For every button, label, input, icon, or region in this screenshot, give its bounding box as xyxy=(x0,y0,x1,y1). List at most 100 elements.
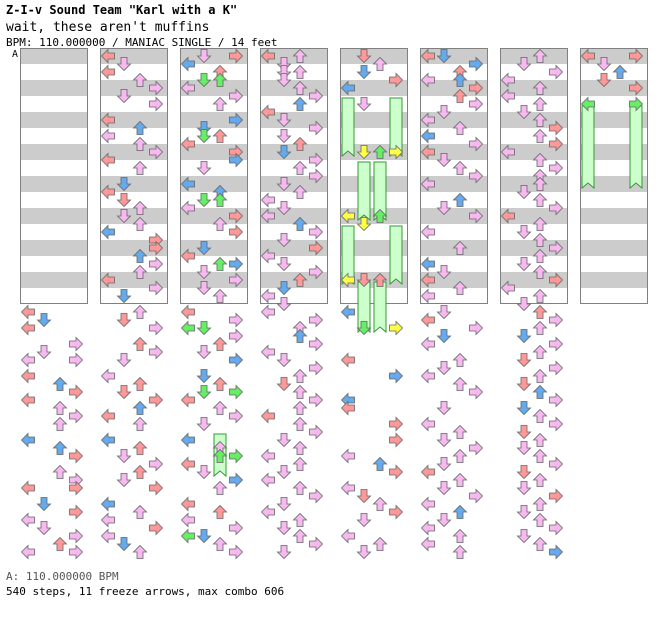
arrow-right-red-icon xyxy=(389,432,404,448)
arrow-up-blue-icon xyxy=(452,504,468,519)
arrow-up-pink-icon xyxy=(452,352,468,367)
arrow-right-pink-icon xyxy=(309,360,324,376)
arrow-down-pink-icon xyxy=(196,345,212,360)
arrow-left-pink-icon xyxy=(100,512,115,528)
arrow-left-pink-icon xyxy=(340,528,355,544)
arrow-left-red-icon xyxy=(180,304,195,320)
beat-stripe xyxy=(420,176,488,192)
arrow-up-red-icon xyxy=(212,376,228,391)
arrow-right-red-icon xyxy=(629,80,644,96)
arrow-left-red-icon xyxy=(420,464,435,480)
arrow-right-green-icon xyxy=(229,448,244,464)
arrow-left-pink-icon xyxy=(260,288,275,304)
arrow-right-pink-icon xyxy=(229,408,244,424)
arrow-right-red-icon xyxy=(549,272,564,288)
arrow-up-pink-icon xyxy=(532,80,548,95)
arrow-down-green-icon xyxy=(196,193,212,208)
arrow-up-pink-icon xyxy=(132,72,148,87)
beat-stripe xyxy=(100,112,168,128)
arrow-right-pink-icon xyxy=(309,336,324,352)
arrow-up-pink-icon xyxy=(132,216,148,231)
arrow-right-yellow-icon xyxy=(389,320,404,336)
arrow-up-blue-icon xyxy=(132,248,148,263)
arrow-right-pink-icon xyxy=(149,80,164,96)
arrow-down-red-icon xyxy=(276,377,292,392)
beat-stripe xyxy=(20,176,88,192)
arrow-down-red-icon xyxy=(516,377,532,392)
arrow-right-pink-icon xyxy=(469,384,484,400)
arrow-down-pink-icon xyxy=(596,57,612,72)
beat-stripe xyxy=(20,48,88,64)
freeze-arrow xyxy=(373,281,387,334)
arrow-down-blue-icon xyxy=(196,529,212,544)
arrow-left-red-icon xyxy=(100,48,115,64)
arrow-up-blue-icon xyxy=(612,64,628,79)
arrow-right-red-icon xyxy=(229,48,244,64)
beat-stripe xyxy=(580,240,648,256)
arrow-down-pink-icon xyxy=(116,57,132,72)
arrow-down-pink-icon xyxy=(436,401,452,416)
arrow-up-pink-icon xyxy=(532,512,548,527)
arrow-down-pink-icon xyxy=(276,465,292,480)
beat-stripe xyxy=(180,240,248,256)
arrow-down-pink-icon xyxy=(196,465,212,480)
arrow-down-pink-icon xyxy=(276,177,292,192)
arrow-right-pink-icon xyxy=(309,88,324,104)
arrow-left-red-icon xyxy=(100,112,115,128)
arrow-down-yellow-icon xyxy=(356,217,372,232)
beat-stripe xyxy=(260,240,328,256)
arrow-up-green-icon xyxy=(212,192,228,207)
arrow-right-pink-icon xyxy=(69,336,84,352)
arrow-up-pink-icon xyxy=(452,280,468,295)
arrow-down-blue-icon xyxy=(196,241,212,256)
arrow-down-pink-icon xyxy=(516,257,532,272)
arrow-right-pink-icon xyxy=(149,256,164,272)
arrow-up-red-icon xyxy=(52,536,68,551)
arrow-up-red-icon xyxy=(212,504,228,519)
arrow-right-blue-icon xyxy=(229,112,244,128)
beat-stripe xyxy=(260,112,328,128)
beat-stripe xyxy=(500,144,568,160)
arrow-right-red-icon xyxy=(149,392,164,408)
chart-info-line: BPM: 110.000000 / MANIAC SINGLE / 14 fee… xyxy=(6,36,278,49)
arrow-right-blue-icon xyxy=(229,472,244,488)
arrow-down-red-icon xyxy=(356,489,372,504)
column-border xyxy=(260,48,328,304)
footer-bpm-line: A: 110.000000 BPM xyxy=(6,570,119,583)
arrow-right-pink-icon xyxy=(549,240,564,256)
arrow-right-pink-icon xyxy=(309,312,324,328)
arrow-left-pink-icon xyxy=(340,480,355,496)
arrow-left-pink-icon xyxy=(180,80,195,96)
arrow-right-green-icon xyxy=(229,384,244,400)
arrow-left-red-icon xyxy=(180,248,195,264)
arrow-left-blue-icon xyxy=(100,432,115,448)
arrow-right-blue-icon xyxy=(229,152,244,168)
arrow-down-red-icon xyxy=(116,313,132,328)
arrow-left-red-icon xyxy=(100,272,115,288)
beat-stripe xyxy=(580,48,648,64)
arrow-up-pink-icon xyxy=(532,496,548,511)
arrow-left-pink-icon xyxy=(20,512,35,528)
beat-stripe xyxy=(180,48,248,64)
arrow-left-red-icon xyxy=(260,48,275,64)
arrow-down-red-icon xyxy=(356,273,372,288)
arrow-left-red-icon xyxy=(100,408,115,424)
arrow-right-pink-icon xyxy=(229,272,244,288)
arrow-up-pink-icon xyxy=(452,544,468,559)
arrow-down-pink-icon xyxy=(436,513,452,528)
arrow-down-pink-icon xyxy=(276,73,292,88)
arrow-down-pink-icon xyxy=(196,417,212,432)
arrow-left-blue-icon xyxy=(100,224,115,240)
beat-stripe xyxy=(420,48,488,64)
arrow-up-pink-icon xyxy=(372,496,388,511)
arrow-up-green-icon xyxy=(212,256,228,271)
arrow-up-pink-icon xyxy=(132,504,148,519)
arrow-down-blue-icon xyxy=(116,177,132,192)
arrow-right-pink-icon xyxy=(469,208,484,224)
arrow-up-green-icon xyxy=(212,448,228,463)
arrow-left-blue-icon xyxy=(180,432,195,448)
beat-stripe xyxy=(420,144,488,160)
arrow-right-pink-icon xyxy=(309,264,324,280)
beat-stripe xyxy=(580,80,648,96)
arrow-up-green-icon xyxy=(212,72,228,87)
